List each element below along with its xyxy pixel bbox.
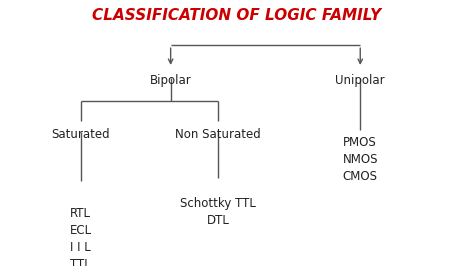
Text: RTL
ECL
I I L
TTL: RTL ECL I I L TTL — [70, 207, 91, 266]
Text: PMOS
NMOS
CMOS: PMOS NMOS CMOS — [343, 136, 378, 183]
Text: Schottky TTL
DTL: Schottky TTL DTL — [180, 197, 256, 227]
Text: Saturated: Saturated — [51, 128, 110, 141]
Text: Unipolar: Unipolar — [336, 74, 385, 88]
Text: CLASSIFICATION OF LOGIC FAMILY: CLASSIFICATION OF LOGIC FAMILY — [92, 8, 382, 23]
Text: Bipolar: Bipolar — [150, 74, 191, 88]
Text: Non Saturated: Non Saturated — [175, 128, 261, 141]
